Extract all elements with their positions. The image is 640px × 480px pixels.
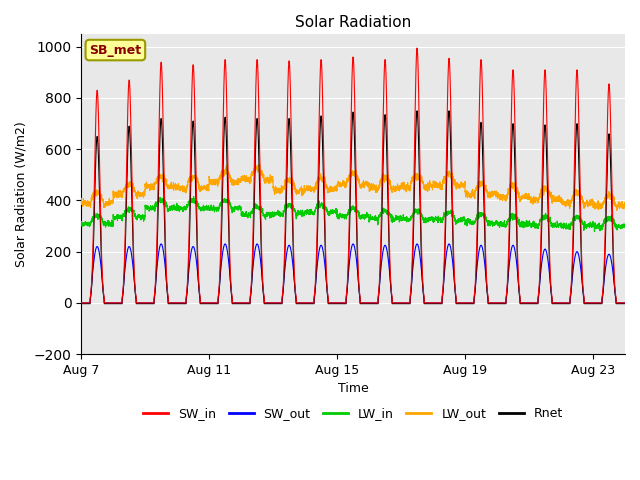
LW_out [131,187,138,192]
SW_in [413,45,421,51]
SW_in [77,300,85,306]
Text: SB_met: SB_met [90,44,141,57]
LW_in [591,228,598,234]
Rnet [524,301,532,307]
SW_in [621,300,628,306]
LW_in [621,223,628,229]
LW_in [77,220,85,226]
LW_in [190,194,198,200]
SW_in [156,72,164,77]
LW_in [131,211,138,216]
Line: SW_in: SW_in [81,48,625,303]
Rnet [156,125,164,131]
LW_in [524,221,532,227]
LW_out [621,199,628,205]
Rnet [77,301,85,307]
Rnet [532,301,540,307]
SW_out [621,300,628,306]
SW_out [201,300,209,306]
SW_out [429,300,436,306]
LW_in [532,226,540,231]
SW_in [131,278,138,284]
Line: LW_out: LW_out [81,165,625,210]
SW_in [429,300,436,306]
Title: Solar Radiation: Solar Radiation [295,15,412,30]
SW_in [532,300,540,306]
Rnet [201,301,209,307]
X-axis label: Time: Time [338,383,369,396]
Line: SW_out: SW_out [81,244,625,303]
LW_out [156,172,164,178]
LW_out [524,193,532,199]
LW_out [77,195,85,201]
LW_out [613,207,621,213]
SW_out [157,241,165,247]
Rnet [429,301,436,307]
Line: LW_in: LW_in [81,197,625,231]
SW_in [524,300,532,306]
SW_out [131,281,138,287]
SW_out [532,300,540,306]
Legend: SW_in, SW_out, LW_in, LW_out, Rnet: SW_in, SW_out, LW_in, LW_out, Rnet [138,402,568,425]
LW_in [156,194,164,200]
Line: Rnet: Rnet [81,111,625,304]
SW_out [524,300,532,306]
Rnet [131,282,138,288]
LW_out [201,185,209,191]
SW_out [156,242,164,248]
Y-axis label: Solar Radiation (W/m2): Solar Radiation (W/m2) [15,121,28,267]
LW_out [429,183,436,189]
LW_in [201,205,209,211]
SW_in [201,300,209,306]
LW_out [532,197,540,203]
SW_out [77,300,85,306]
Rnet [621,301,628,307]
LW_out [255,162,262,168]
Rnet [413,108,421,114]
LW_in [429,216,436,221]
